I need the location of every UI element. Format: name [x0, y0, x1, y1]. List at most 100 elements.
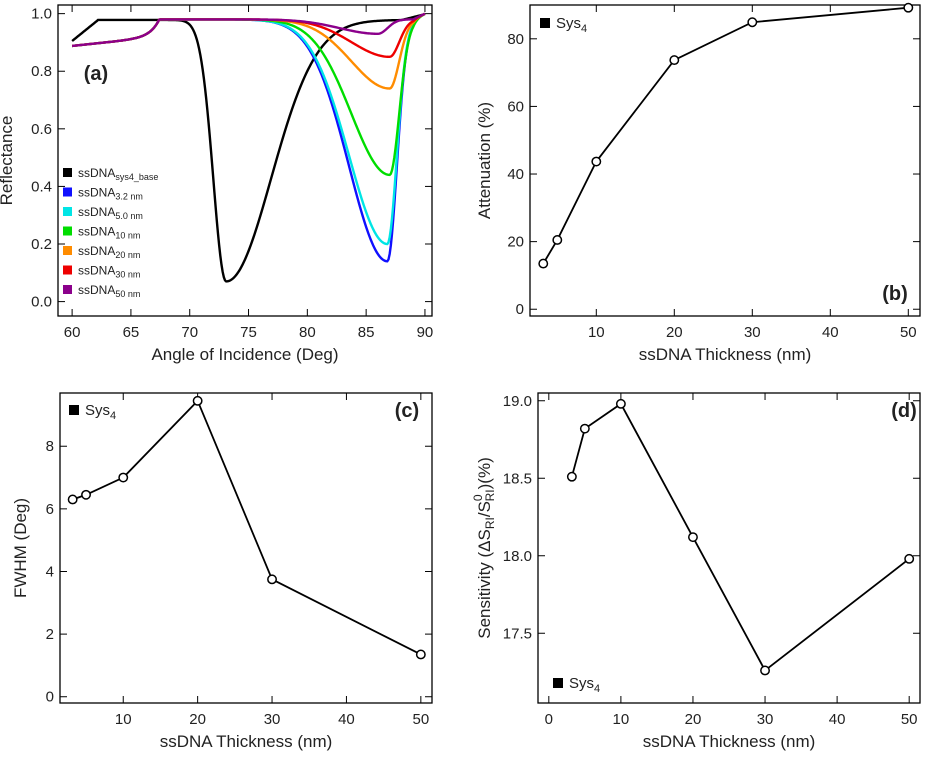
- series-line-6: [71, 12, 426, 48]
- y-tick-label: 0: [516, 301, 524, 318]
- x-tick-label: 50: [901, 711, 918, 728]
- y-tick-label: 17.5: [503, 625, 532, 642]
- y-tick-label: 8: [46, 438, 54, 455]
- legend-entry-6: ssDNA50 nm: [78, 283, 140, 299]
- data-point: [760, 665, 770, 676]
- x-tick-label: 60: [64, 324, 81, 341]
- y-title-sub: RI: [483, 489, 497, 501]
- legend-marker: [553, 678, 563, 688]
- x-tick-label: 90: [417, 324, 434, 341]
- y-tick-label: 40: [507, 166, 524, 183]
- x-axis-title: Angle of Incidence (Deg): [151, 345, 338, 364]
- x-tick-label: 30: [264, 711, 281, 728]
- y-title-part: /S: [475, 501, 494, 517]
- x-tick-label: 50: [412, 711, 429, 728]
- legend-sub: 3.2 nm: [115, 192, 143, 202]
- legend-marker: [540, 18, 550, 28]
- x-tick-label: 20: [666, 324, 683, 341]
- data-point: [688, 532, 698, 543]
- legend-swatch: [63, 246, 72, 255]
- y-axis-title: Reflectance: [0, 116, 16, 206]
- x-tick-label: 30: [744, 324, 761, 341]
- y-tick-label: 6: [46, 501, 54, 518]
- x-tick-label: 30: [757, 711, 774, 728]
- y-title-part: )(%): [475, 457, 494, 489]
- y-tick-label: 18.0: [503, 548, 532, 565]
- y-tick-label: 2: [46, 626, 54, 643]
- data-point: [538, 258, 549, 269]
- x-tick-label: 20: [685, 711, 702, 728]
- series-line: [72, 399, 422, 656]
- y-tick-label: 1.0: [31, 6, 52, 23]
- legend-label: Sys4: [556, 15, 587, 35]
- y-tick-label: 0.8: [31, 63, 52, 80]
- data-point: [591, 156, 602, 167]
- data-point: [615, 398, 626, 409]
- x-tick-label: 75: [240, 324, 257, 341]
- y-tick-label: 20: [507, 234, 524, 251]
- y-axis-title: Attenuation (%): [475, 102, 494, 219]
- data-point: [566, 471, 577, 482]
- panel-label: (a): [84, 63, 108, 85]
- legend-name: Sys: [569, 675, 594, 692]
- data-point: [904, 553, 915, 564]
- legend-sub: 5.0 nm: [115, 211, 143, 221]
- panel-b: 10 20 30 40 50 0 20 40 60 80 ssDNA Thickness (nm) A…: [475, 2, 921, 364]
- legend-name: ssDNA: [78, 186, 115, 200]
- panel-label: (b): [882, 283, 908, 305]
- y-title-sub: RI: [483, 517, 497, 529]
- plot-frame: [59, 392, 433, 704]
- legend-sub: 10 nm: [115, 231, 140, 241]
- data-point: [747, 17, 758, 28]
- legend-swatch: [63, 207, 72, 216]
- legend-sub: sys4_base: [115, 172, 158, 182]
- y-tick-label: 0.2: [31, 236, 52, 253]
- legend-swatch: [63, 168, 72, 177]
- legend-entry-0: ssDNAsys4_base: [78, 166, 158, 182]
- series-line-2: [71, 12, 426, 246]
- series-line: [571, 402, 910, 672]
- x-tick-label: 40: [822, 324, 839, 341]
- x-tick-label: 10: [115, 711, 132, 728]
- y-tick-label: 0: [46, 689, 54, 706]
- data-point: [192, 395, 203, 406]
- series-line-0: [71, 13, 426, 283]
- x-tick-label: 0: [545, 711, 553, 728]
- y-tick-label: 18.5: [503, 470, 532, 487]
- plot-frame: [529, 4, 921, 317]
- legend-swatch: [63, 265, 72, 275]
- y-axis-title: Sensitivity (ΔSRI/S0RI)(%): [471, 457, 497, 638]
- panel-label: (d): [891, 400, 917, 422]
- legend-swatch: [63, 285, 72, 294]
- y-tick-label: 60: [507, 98, 524, 115]
- data-point: [81, 489, 91, 500]
- data-point: [267, 574, 277, 585]
- data-point: [118, 472, 129, 483]
- legend-marker: [69, 405, 79, 415]
- plot-frame: [537, 392, 921, 704]
- legend-entry-2: ssDNA5.0 nm: [78, 205, 143, 221]
- data-point: [415, 649, 426, 660]
- x-tick-label: 70: [181, 324, 198, 341]
- x-axis-title: ssDNA Thickness (nm): [643, 732, 816, 751]
- x-tick-label: 20: [189, 711, 206, 728]
- legend-entry-1: ssDNA3.2 nm: [78, 186, 143, 202]
- legend-name: ssDNA: [78, 225, 115, 239]
- legend-name: ssDNA: [78, 283, 115, 297]
- legend-entry-4: ssDNA20 nm: [78, 244, 140, 260]
- plot-frame: [57, 4, 433, 317]
- legend-sub: 50 nm: [115, 289, 140, 299]
- x-axis-title: ssDNA Thickness (nm): [160, 732, 333, 751]
- panel-label: (c): [395, 400, 419, 422]
- y-tick-label: 4: [46, 563, 54, 580]
- x-axis-title: ssDNA Thickness (nm): [639, 345, 812, 364]
- legend-name: Sys: [556, 15, 581, 32]
- legend-sub: 4: [594, 683, 600, 695]
- x-tick-label: 10: [613, 711, 630, 728]
- x-tick-label: 40: [338, 711, 355, 728]
- data-point: [67, 494, 78, 505]
- data-point: [552, 234, 563, 245]
- panel-a: 60 65 70 75 80 85 90 0.0 0.2 0.4 0.6 0.8 1.0 Angle of…: [0, 4, 434, 364]
- legend-name: Sys: [85, 402, 110, 419]
